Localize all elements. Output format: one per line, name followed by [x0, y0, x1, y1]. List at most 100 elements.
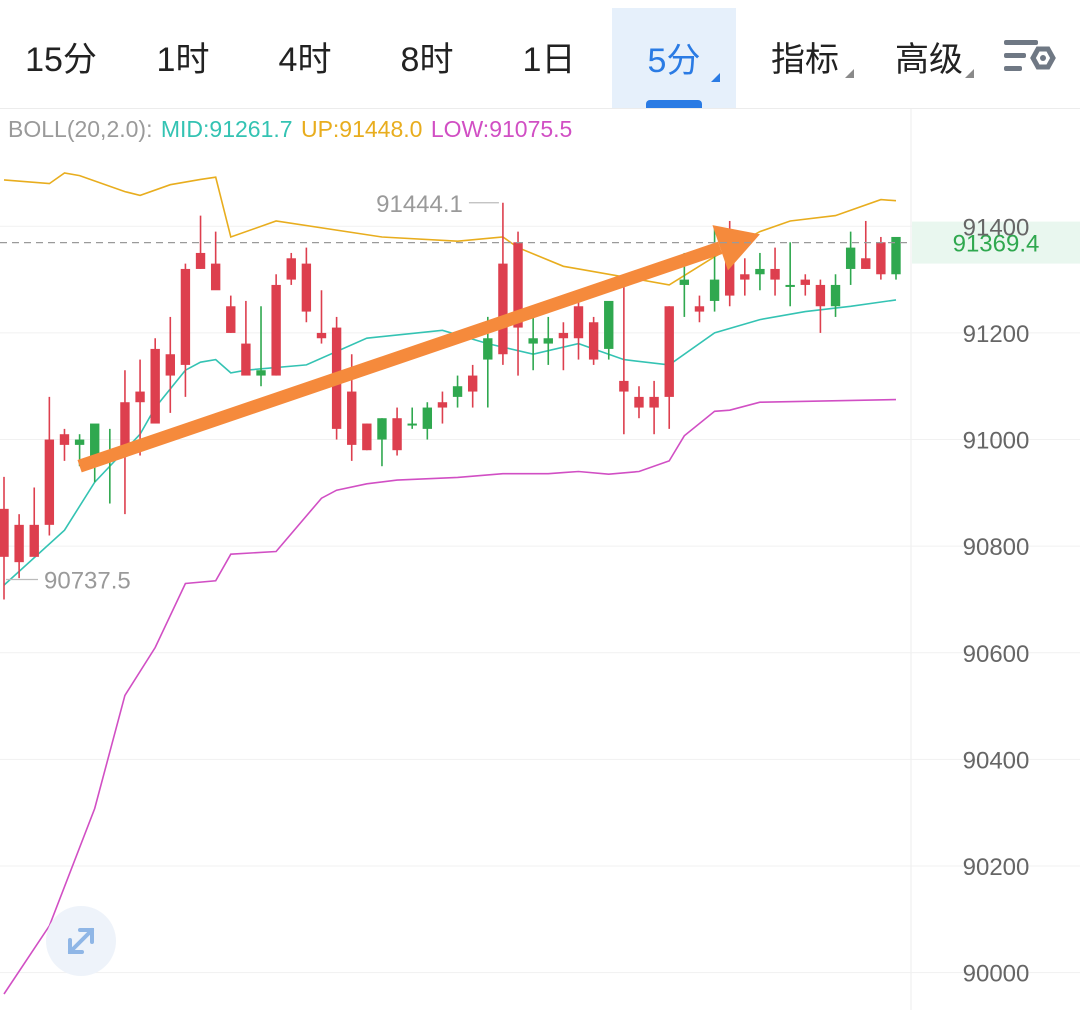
candle-body — [770, 268, 780, 280]
boll-up-line — [3, 172, 897, 286]
price-tick-label: 90400 — [963, 747, 1030, 774]
candle-body — [316, 332, 327, 339]
candle-body — [437, 402, 448, 408]
candle-down — [29, 487, 39, 557]
candle-body — [558, 332, 569, 339]
current-price-badge — [912, 221, 1080, 264]
tab-8h[interactable]: 8时 — [366, 0, 488, 108]
tab-5m-dropdown[interactable]: 5分 — [612, 8, 736, 108]
candle-up — [105, 428, 115, 504]
price-tick-label: 90600 — [963, 641, 1030, 668]
candle-body — [785, 284, 795, 287]
candle-body — [709, 279, 720, 301]
candle-body — [59, 434, 70, 445]
tab-4h[interactable]: 4时 — [244, 0, 366, 108]
candle-down — [0, 476, 9, 600]
candle-down — [301, 247, 312, 323]
candle-body — [14, 524, 24, 563]
candle-up — [90, 423, 100, 483]
candle-body — [861, 258, 871, 269]
candle-body — [876, 242, 886, 275]
candle-down — [588, 316, 599, 365]
candle-body — [498, 263, 508, 355]
candle-down — [664, 306, 674, 429]
candle-up — [377, 418, 387, 467]
candle-down — [210, 231, 221, 291]
candle-down — [815, 279, 826, 333]
candle-body — [800, 279, 810, 285]
tab-label: 指标 — [771, 41, 839, 79]
candle-down — [180, 263, 191, 397]
candle-down — [241, 300, 251, 376]
candle-body — [588, 322, 599, 360]
tab-label: 1日 — [522, 41, 576, 79]
candle-body — [513, 242, 523, 328]
expand-arrows-icon[interactable] — [46, 906, 116, 976]
boll-up-value: UP:91448.0 — [300, 116, 423, 142]
candle-up — [604, 300, 614, 360]
candle-down — [467, 364, 478, 408]
boll-low-value: LOW:91075.5 — [430, 116, 573, 142]
low-marker-label: 90737.5 — [44, 567, 131, 594]
candle-body — [150, 348, 160, 424]
candle-up — [256, 306, 266, 387]
boll-name: BOLL(20,2.0): — [8, 116, 153, 142]
candle-body — [891, 236, 901, 275]
trend-arrow — [77, 225, 760, 473]
tab-1h[interactable]: 1时 — [122, 0, 244, 108]
candle-body — [467, 375, 478, 392]
candle-down — [392, 407, 402, 456]
price-tick-label: 90200 — [963, 854, 1030, 881]
candle-body — [528, 338, 538, 344]
timeframe-tab-bar: 15分 1时 4时 8时 1日 5分 指标 高级 — [0, 0, 1080, 109]
candle-body — [74, 439, 85, 445]
tab-label: 高级 — [895, 41, 963, 79]
candle-body — [392, 418, 402, 451]
candle-body — [755, 268, 765, 275]
candle-body — [347, 391, 357, 445]
candle-body — [0, 508, 9, 557]
candle-down — [513, 231, 523, 376]
candle-down — [120, 370, 130, 515]
candle-up — [422, 402, 433, 440]
candle-down — [800, 274, 810, 296]
candle-down — [195, 215, 206, 269]
dropdown-triangle-icon — [965, 69, 974, 78]
candle-body — [241, 343, 251, 376]
tab-label: 15分 — [25, 41, 97, 79]
chart-settings-icon[interactable] — [1000, 36, 1060, 84]
price-tick-label: 90000 — [963, 961, 1030, 988]
active-tab-indicator — [646, 100, 702, 108]
candle-body — [543, 338, 553, 344]
candlestick-chart[interactable]: 91444.1 90737.5 91369.4 91400 91200 91000 90… — [0, 109, 1080, 1010]
candle-down — [165, 316, 175, 413]
extreme-markers: 91444.1 90737.5 — [6, 191, 499, 594]
bollinger-bands — [3, 172, 897, 995]
candle-body — [135, 391, 145, 403]
candle-body — [301, 263, 312, 312]
candle-down — [271, 274, 281, 376]
tab-advanced-dropdown[interactable]: 高级 — [870, 0, 988, 108]
candle-down — [694, 295, 705, 323]
candle-body — [165, 354, 175, 376]
tab-1d[interactable]: 1日 — [488, 0, 610, 108]
tab-indicators-dropdown[interactable]: 指标 — [746, 0, 864, 108]
candle-down — [59, 428, 70, 461]
candle-down — [634, 386, 644, 419]
tab-15m[interactable]: 15分 — [0, 0, 122, 108]
candle-down — [558, 322, 569, 371]
tab-label: 5分 — [647, 42, 701, 80]
candle-down — [770, 247, 780, 296]
boll-mid-value: MID:91261.7 — [160, 116, 293, 142]
candle-body — [226, 306, 236, 333]
candle-body — [452, 386, 463, 397]
candle-up — [845, 231, 856, 285]
candle-body — [649, 396, 659, 408]
dropdown-triangle-icon — [845, 69, 854, 78]
candle-body — [679, 279, 690, 285]
tab-label: 8时 — [400, 41, 454, 79]
candle-down — [150, 338, 160, 424]
candle-down — [14, 514, 24, 579]
dropdown-triangle-icon — [711, 73, 720, 82]
price-axis: 91400 91200 91000 90800 90600 90400 90200 90000 — [963, 214, 1030, 987]
